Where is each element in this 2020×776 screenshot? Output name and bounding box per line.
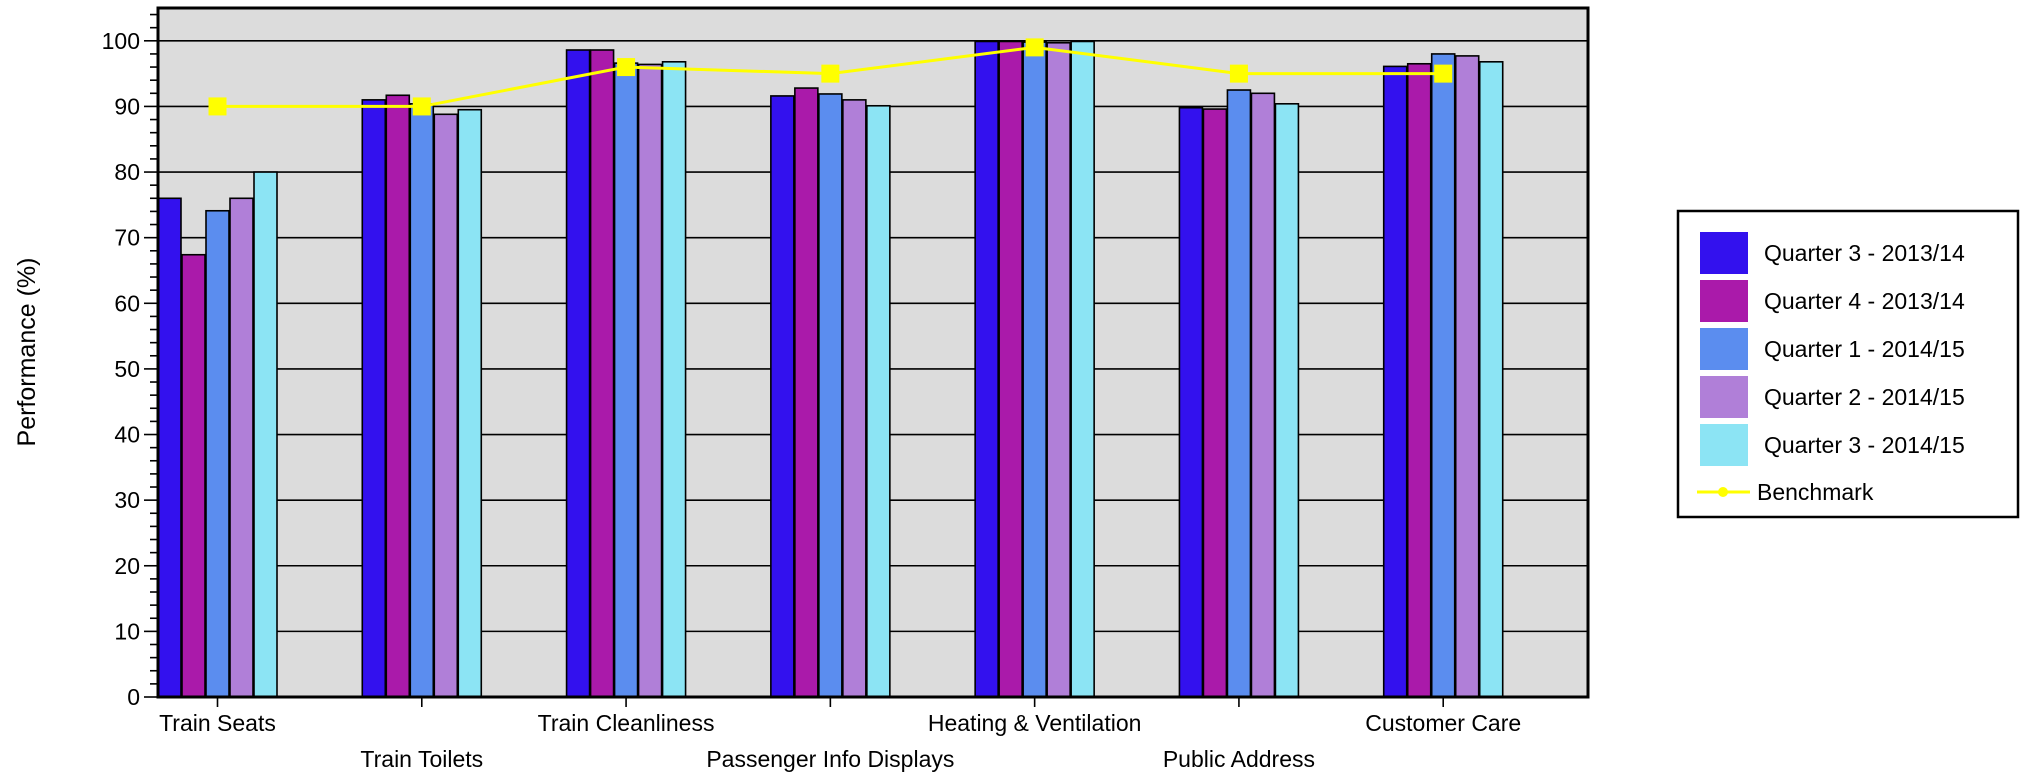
bar <box>1022 41 1047 698</box>
legend-item: Quarter 4 - 2013/14 <box>1700 280 1965 322</box>
bar <box>1454 55 1480 698</box>
legend-swatch <box>1700 232 1748 274</box>
series-quarter-1-2014-15 <box>205 41 1456 698</box>
series-quarter-3-2013-14 <box>157 40 1408 698</box>
bar <box>205 209 230 698</box>
benchmark-marker <box>821 64 840 83</box>
series-quarter-3-2014-15 <box>253 40 1504 698</box>
bar <box>637 63 663 698</box>
x-tick-label: Public Address <box>1163 746 1315 772</box>
bar <box>974 40 999 698</box>
legend-label: Quarter 3 - 2013/14 <box>1764 240 1965 266</box>
benchmark-marker <box>412 97 431 116</box>
bar <box>1274 103 1300 698</box>
benchmark-marker <box>208 97 227 116</box>
bar <box>361 99 387 698</box>
legend-swatch <box>1700 328 1748 370</box>
x-tick-label: Passenger Info Displays <box>706 746 954 772</box>
bar <box>157 197 182 698</box>
benchmark-marker <box>617 58 636 77</box>
bar <box>866 104 891 698</box>
legend-item: Quarter 3 - 2014/15 <box>1700 424 1965 466</box>
legend-item: Quarter 2 - 2014/15 <box>1700 376 1965 418</box>
bar <box>1070 40 1095 698</box>
bar <box>998 40 1023 698</box>
x-tick-label: Train Toilets <box>360 746 483 772</box>
legend-swatch <box>1700 424 1748 466</box>
bar <box>385 94 411 698</box>
bar <box>818 93 843 698</box>
bar <box>1478 61 1504 698</box>
bar-series <box>157 40 1504 698</box>
legend-item: Quarter 1 - 2014/15 <box>1700 328 1965 370</box>
legend-label: Quarter 2 - 2014/15 <box>1764 384 1965 410</box>
series-quarter-2-2014-15 <box>229 41 1480 698</box>
legend-marker <box>1718 487 1728 497</box>
x-tick-label: Heating & Ventilation <box>928 710 1142 736</box>
bar <box>433 113 459 698</box>
x-tick-label: Customer Care <box>1365 710 1521 736</box>
legend: Quarter 3 - 2013/14 Quarter 4 - 2013/14 Qu… <box>1676 209 2020 519</box>
bar <box>1406 62 1432 698</box>
y-tick-label: 0 <box>127 684 140 710</box>
y-tick-label: 90 <box>114 93 140 119</box>
x-tick-label: Train Seats <box>159 710 276 736</box>
y-tick-label: 80 <box>114 159 140 185</box>
bar <box>565 49 591 698</box>
legend-label: Benchmark <box>1757 479 1874 505</box>
legend-item: Quarter 3 - 2013/14 <box>1700 232 1965 274</box>
benchmark-marker <box>1025 38 1044 57</box>
bar <box>181 253 206 698</box>
bar <box>457 108 483 698</box>
y-axis: 0 10 20 30 40 50 60 70 80 90 100 <box>102 8 160 710</box>
y-tick-label: 20 <box>114 553 140 579</box>
y-tick-label: 30 <box>114 487 140 513</box>
legend-item: Benchmark <box>1697 479 1874 505</box>
benchmark-line-series <box>208 38 1453 116</box>
bar <box>613 62 639 698</box>
y-tick-label: 60 <box>114 290 140 316</box>
y-tick-label: 70 <box>114 225 140 251</box>
legend-swatch <box>1700 280 1748 322</box>
bar <box>1178 106 1204 698</box>
legend-swatch <box>1700 376 1748 418</box>
bar <box>1046 41 1071 698</box>
x-axis: Train Seats Train Toilets Train Cleanlines… <box>158 695 1588 772</box>
y-tick-label: 10 <box>114 618 140 644</box>
series-quarter-4-2013-14 <box>181 40 1432 698</box>
bar <box>589 49 615 698</box>
y-tick-label: 50 <box>114 356 140 382</box>
y-axis-title: Performance (%) <box>13 258 41 447</box>
bar <box>842 99 867 698</box>
bar <box>1250 92 1276 698</box>
legend-label: Quarter 1 - 2014/15 <box>1764 336 1965 362</box>
y-tick-label: 40 <box>114 422 140 448</box>
bar <box>1430 53 1456 698</box>
bar <box>1382 65 1408 698</box>
bar <box>794 87 819 698</box>
bar <box>229 197 254 698</box>
bar <box>409 103 435 698</box>
bar <box>253 171 278 698</box>
bar <box>661 61 687 698</box>
benchmark-marker <box>1434 64 1453 83</box>
bar <box>770 95 795 698</box>
y-tick-label: 100 <box>102 28 140 54</box>
legend-label: Quarter 4 - 2013/14 <box>1764 288 1965 314</box>
legend-label: Quarter 3 - 2014/15 <box>1764 432 1965 458</box>
x-tick-label: Train Cleanliness <box>538 710 715 736</box>
benchmark-marker <box>1229 64 1248 83</box>
bar <box>1226 89 1252 698</box>
bar <box>1202 108 1228 698</box>
